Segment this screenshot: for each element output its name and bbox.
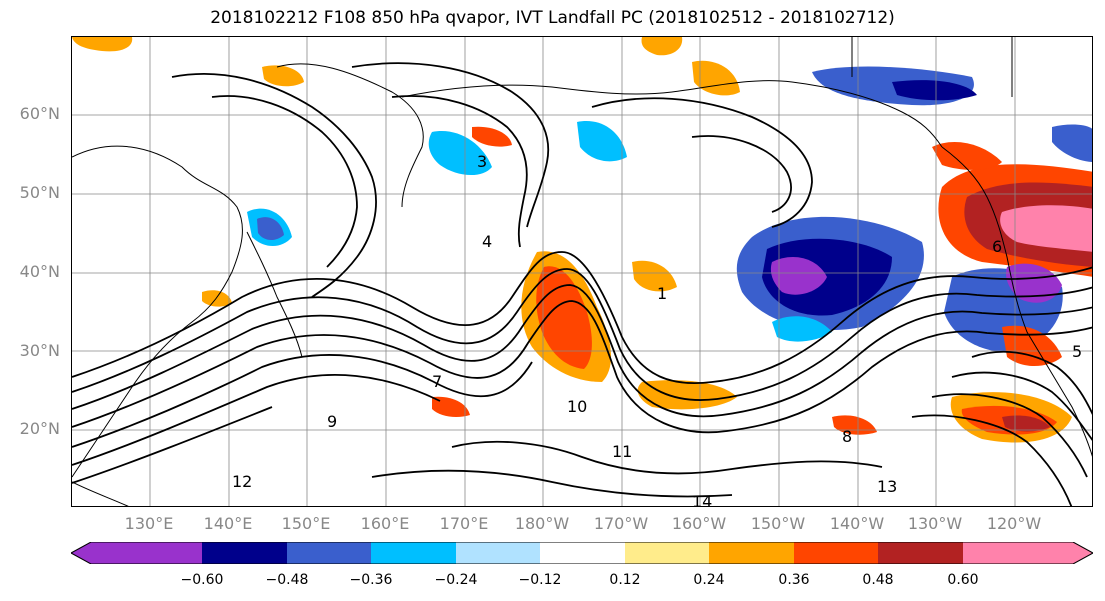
contour-label: 4	[482, 232, 492, 251]
lon-label-130e: 130°E	[124, 514, 174, 533]
contour-label: 5	[1072, 342, 1082, 361]
colorbar-segment	[287, 542, 371, 564]
contour-label: 7	[432, 372, 442, 391]
colorbar-segment	[456, 542, 540, 564]
lon-label-170w: 170°W	[593, 514, 649, 533]
colorbar-segment	[625, 542, 709, 564]
shaded-anomalies	[72, 37, 1092, 443]
colorbar-tick-label: 0.12	[609, 572, 641, 588]
contour-label: 6	[992, 237, 1002, 256]
colorbar-segment	[963, 542, 1093, 564]
lon-label-120w: 120°W	[986, 514, 1042, 533]
lon-label-160w: 160°W	[671, 514, 727, 533]
colorbar-segment	[202, 542, 287, 564]
colorbar-segment	[540, 542, 625, 564]
lon-label-140e: 140°E	[203, 514, 253, 533]
map-panel: 3 4 1 9 10 11 12 13 14 8 7 5 6	[71, 36, 1093, 507]
colorbar-segment	[709, 542, 794, 564]
contour-label: 9	[327, 412, 337, 431]
lat-label-40n: 40°N	[19, 262, 60, 281]
contour-label: 8	[842, 427, 852, 446]
colorbar-segment	[878, 542, 963, 564]
graticule	[72, 37, 1092, 506]
lat-label-60n: 60°N	[19, 104, 60, 123]
lat-label-20n: 20°N	[19, 419, 60, 438]
colorbar-tick-label: −0.12	[518, 572, 562, 588]
lon-label-140w: 140°W	[829, 514, 885, 533]
lon-label-180w: 180°W	[514, 514, 570, 533]
colorbar-segment	[71, 542, 202, 564]
lat-label-50n: 50°N	[19, 183, 60, 202]
colorbar-tick-label: 0.48	[862, 572, 894, 588]
colorbar-tick-label: −0.60	[180, 572, 224, 588]
ivt-contours	[72, 62, 1092, 506]
lat-label-30n: 30°N	[19, 341, 60, 360]
lon-label-170e: 170°E	[439, 514, 489, 533]
colorbar-tick-label: −0.48	[265, 572, 309, 588]
contour-label: 13	[877, 477, 897, 496]
colorbar-tick-label: 0.60	[947, 572, 979, 588]
lon-label-150w: 150°W	[750, 514, 806, 533]
colorbar-tick-label: 0.24	[693, 572, 725, 588]
map-title: 2018102212 F108 850 hPa qvapor, IVT Land…	[210, 8, 895, 28]
contour-label: 3	[477, 152, 487, 171]
coastlines	[72, 37, 1092, 506]
colorbar-tick-label: 0.36	[778, 572, 810, 588]
lon-label-150e: 150°E	[281, 514, 331, 533]
colorbar-tick-label: −0.36	[349, 572, 393, 588]
lon-label-130w: 130°W	[907, 514, 963, 533]
colorbar-segment	[371, 542, 456, 564]
contour-label: 11	[612, 442, 632, 461]
contour-label: 12	[232, 472, 252, 491]
colorbar	[71, 542, 1093, 564]
map-plot: 3 4 1 9 10 11 12 13 14 8 7 5 6	[72, 37, 1092, 507]
contour-label: 14	[692, 492, 712, 507]
lon-label-160e: 160°E	[360, 514, 410, 533]
colorbar-segment	[794, 542, 878, 564]
contour-label: 10	[567, 397, 587, 416]
contour-label: 1	[657, 284, 667, 303]
colorbar-tick-label: −0.24	[434, 572, 478, 588]
